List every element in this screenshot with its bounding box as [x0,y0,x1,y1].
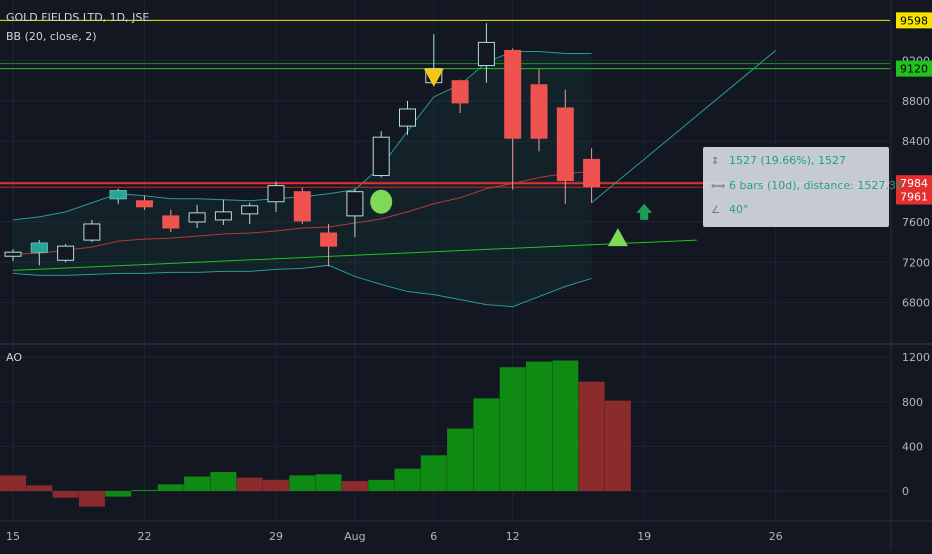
yellow-triangle-down-marker [423,68,444,87]
ao-bar [420,455,447,491]
ao-bar [52,491,79,498]
ao-bar [368,479,395,491]
ao-bar [131,489,158,491]
ao-bar [236,477,263,491]
price-tick-label: 7600 [902,216,930,229]
angle-icon: ∠ [711,205,720,216]
time-tick-label: 29 [269,530,283,543]
green-circle-marker [370,189,393,214]
ao-bar [26,485,53,491]
ao-bar [552,360,579,491]
ao-tick-label: 0 [902,485,909,498]
time-tick-label: 12 [506,530,520,543]
candle-body-bull [214,211,232,221]
candle-body-bull-filled [31,243,48,253]
ao-bar [210,472,237,491]
candle-body-bull [399,108,416,127]
price-tag-text-7984: 7984 [900,177,928,190]
candle-body-bull [346,191,364,217]
ao-bar [604,400,631,491]
bb-lower-line [12,264,592,308]
ao-bar [447,428,474,491]
price-tick-label: 6800 [902,297,930,310]
ao-bar [0,475,26,491]
candle-body-bull [57,245,75,261]
symbol-title[interactable]: GOLD FIELDS LTD, 1D, JSE [6,11,150,24]
candle-body-bull [477,41,495,67]
ao-bar [473,398,500,491]
candle-body-bull [4,251,22,257]
price-tag-text-9598: 9598 [900,14,928,27]
price-tag-9598 [896,12,932,29]
candle-body-bear [451,80,469,104]
time-tick-label: Aug [344,530,365,543]
green-triangle-up-marker [607,228,628,247]
time-tick-label: 6 [430,530,437,543]
ao-tick-label: 1200 [902,351,930,364]
time-tick-label: 26 [769,530,783,543]
bars-distance-row: ⟺ 6 bars (10d), distance: 1527.30 [711,179,903,192]
price-tag-7961 [896,188,932,205]
bar-range-icon: ⟺ [711,181,726,192]
candle-body-bull-filled [110,190,127,199]
ao-bar [394,468,421,491]
ao-bar [526,361,552,491]
candle-body-bear [504,49,522,139]
price-tick-label: 8800 [902,95,930,108]
ao-tick-label: 800 [902,396,923,409]
candle-body-bull [372,136,390,177]
ao-bar [499,367,526,491]
price-tick-label: 8400 [902,135,930,148]
candle-body-bear [556,107,574,182]
price-tick-label: 7200 [902,256,930,269]
indicator-legend[interactable]: BB (20, close, 2) [6,30,97,43]
green-arrow-up-marker [636,203,653,220]
trend-line-0 [12,239,697,271]
candlesticks [4,23,601,267]
ao-label[interactable]: AO [6,351,22,364]
trend-lines [12,50,777,271]
ao-histogram [0,360,631,507]
candle-body-bear [320,232,338,247]
candle-body-bear [136,200,153,208]
ao-bar [263,479,289,491]
measure-tooltip: ⇕ 1527 (19.66%), 1527 ⟺ 6 bars (10d), dist… [703,147,903,227]
angle-text: 40° [729,203,749,216]
candle-body-bear [530,84,548,139]
price-tag-text-9120: 9120 [900,63,928,76]
candle-body-bear [293,191,311,222]
candle-body-bull [267,185,285,203]
candle-body-bear [162,215,180,229]
price-tag-7984 [896,175,932,192]
time-tick-label: 15 [6,530,20,543]
angle-row: ∠ 40° [711,203,749,216]
price-range-icon: ⇕ [711,156,720,167]
trend-line-1 [591,50,777,204]
time-tick-label: 19 [637,530,651,543]
ao-bar [315,474,342,491]
ao-bar [157,484,184,491]
ao-bar [78,491,105,507]
candle-body-bull [83,223,101,241]
ao-bar [289,475,316,491]
ao-bar [105,491,132,497]
price-tag-9120 [896,60,932,77]
price-change-row: ⇕ 1527 (19.66%), 1527 [711,154,846,167]
axes: 6800720076008000840088009200960004008001… [6,12,932,543]
chart-markers [370,68,653,247]
price-change-text: 1527 (19.66%), 1527 [729,154,847,167]
price-tag-text-7961: 7961 [900,191,928,204]
bb-fill [13,51,592,307]
candle-body-bull [188,212,206,223]
candle-body-bull [241,205,259,215]
bars-distance-text: 6 bars (10d), distance: 1527.30 [729,179,903,192]
ao-bar [184,476,211,491]
ao-bar [578,381,605,491]
time-tick-label: 22 [138,530,152,543]
ao-tick-label: 400 [902,440,923,453]
ao-bar [341,480,368,491]
candle-body-bear [583,158,601,188]
